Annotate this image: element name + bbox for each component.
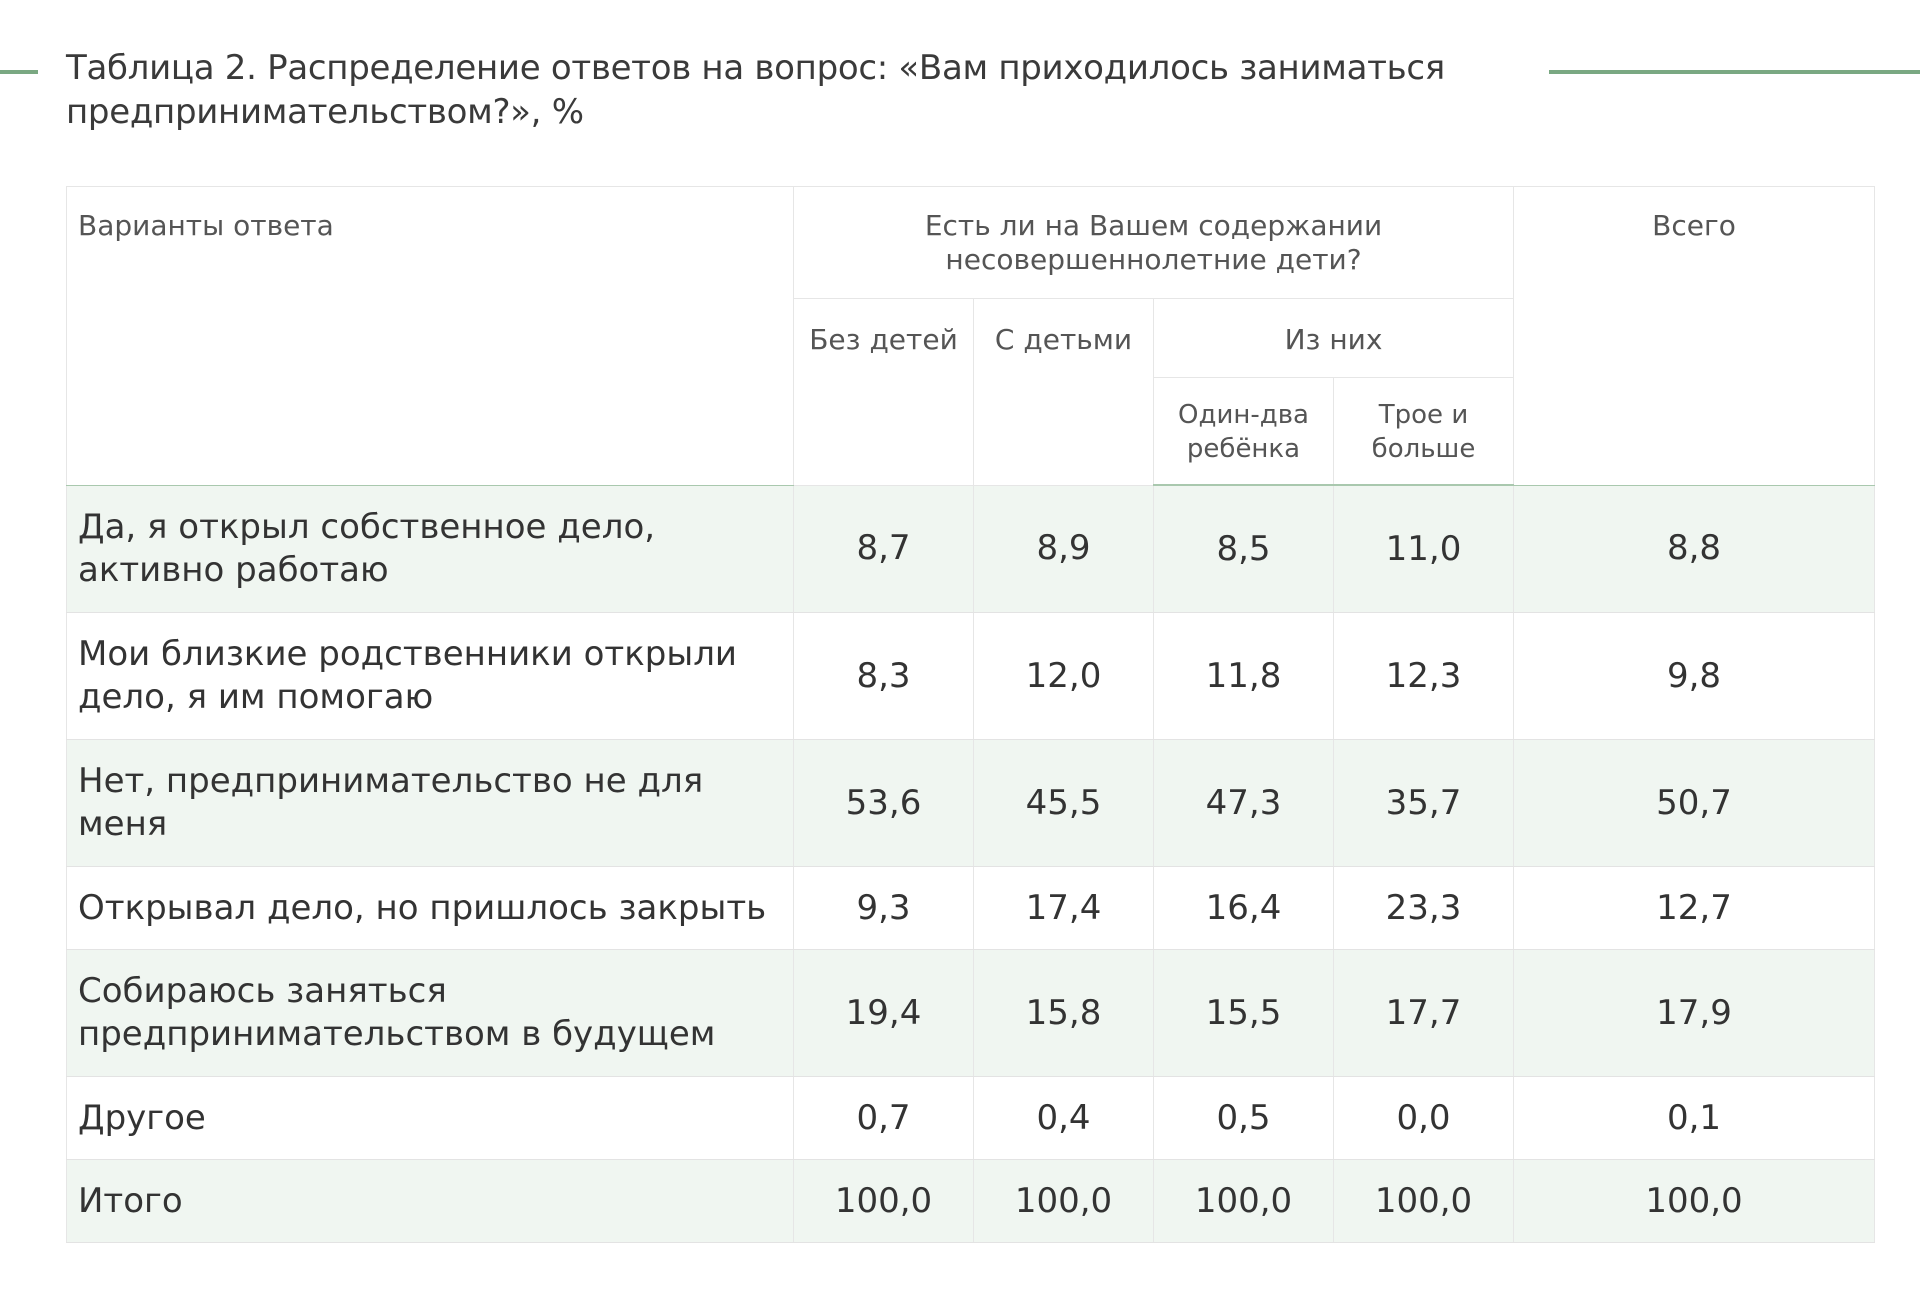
row-option: Итого — [66, 1159, 794, 1243]
cell-one-two: 0,5 — [1153, 1076, 1334, 1160]
header-no-children: Без детей — [793, 298, 974, 486]
table-row: Да, я открыл собственное дело, активно р… — [66, 485, 1875, 613]
cell-total: 100,0 — [1513, 1159, 1875, 1243]
table-row: Другое 0,7 0,4 0,5 0,0 0,1 — [66, 1076, 1875, 1160]
table-row: Открывал дело, но пришлось закрыть 9,3 1… — [66, 866, 1875, 950]
table-row-total: Итого 100,0 100,0 100,0 100,0 100,0 — [66, 1159, 1875, 1243]
decorative-rule-left — [0, 70, 38, 74]
cell-three-plus: 0,0 — [1333, 1076, 1514, 1160]
row-option: Мои близкие родственники открыли дело, я… — [66, 612, 794, 740]
cell-three-plus: 23,3 — [1333, 866, 1514, 950]
cell-with-children: 17,4 — [973, 866, 1154, 950]
decorative-rule-right — [1549, 70, 1920, 74]
header-of-them: Из них — [1153, 298, 1514, 378]
cell-no-children: 19,4 — [793, 949, 974, 1077]
header-with-children: С детьми — [973, 298, 1154, 486]
cell-three-plus: 12,3 — [1333, 612, 1514, 740]
cell-three-plus: 17,7 — [1333, 949, 1514, 1077]
table-title: Таблица 2. Распределение ответов на вопр… — [66, 48, 1445, 132]
header-three-plus: Трое и больше — [1333, 377, 1514, 486]
cell-one-two: 15,5 — [1153, 949, 1334, 1077]
cell-one-two: 11,8 — [1153, 612, 1334, 740]
table-row: Нет, предпринимательство не для меня 53,… — [66, 739, 1875, 867]
cell-total: 0,1 — [1513, 1076, 1875, 1160]
cell-one-two: 8,5 — [1153, 485, 1334, 613]
header-options: Варианты ответа — [66, 186, 794, 486]
header-total: Всего — [1513, 186, 1875, 486]
cell-one-two: 16,4 — [1153, 866, 1334, 950]
results-table: Варианты ответа Есть ли на Вашем содержа… — [66, 186, 1875, 1243]
cell-total: 9,8 — [1513, 612, 1875, 740]
cell-with-children: 8,9 — [973, 485, 1154, 613]
row-option: Другое — [66, 1076, 794, 1160]
cell-one-two: 100,0 — [1153, 1159, 1334, 1243]
row-option: Открывал дело, но пришлось закрыть — [66, 866, 794, 950]
cell-three-plus: 11,0 — [1333, 485, 1514, 613]
cell-no-children: 8,7 — [793, 485, 974, 613]
cell-with-children: 15,8 — [973, 949, 1154, 1077]
cell-no-children: 0,7 — [793, 1076, 974, 1160]
cell-with-children: 45,5 — [973, 739, 1154, 867]
row-option: Собираюсь заняться предпринимательством … — [66, 949, 794, 1077]
header-children-group: Есть ли на Вашем содержании несовершенно… — [793, 186, 1514, 299]
cell-with-children: 12,0 — [973, 612, 1154, 740]
cell-one-two: 47,3 — [1153, 739, 1334, 867]
cell-no-children: 9,3 — [793, 866, 974, 950]
cell-three-plus: 100,0 — [1333, 1159, 1514, 1243]
cell-total: 17,9 — [1513, 949, 1875, 1077]
cell-total: 50,7 — [1513, 739, 1875, 867]
cell-total: 12,7 — [1513, 866, 1875, 950]
row-option: Нет, предпринимательство не для меня — [66, 739, 794, 867]
cell-with-children: 0,4 — [973, 1076, 1154, 1160]
cell-with-children: 100,0 — [973, 1159, 1154, 1243]
cell-total: 8,8 — [1513, 485, 1875, 613]
table-row: Мои близкие родственники открыли дело, я… — [66, 612, 1875, 740]
cell-no-children: 53,6 — [793, 739, 974, 867]
table-row: Собираюсь заняться предпринимательством … — [66, 949, 1875, 1077]
row-option: Да, я открыл собственное дело, активно р… — [66, 485, 794, 613]
header-one-two: Один-два ребёнка — [1153, 377, 1334, 486]
cell-no-children: 100,0 — [793, 1159, 974, 1243]
cell-three-plus: 35,7 — [1333, 739, 1514, 867]
cell-no-children: 8,3 — [793, 612, 974, 740]
